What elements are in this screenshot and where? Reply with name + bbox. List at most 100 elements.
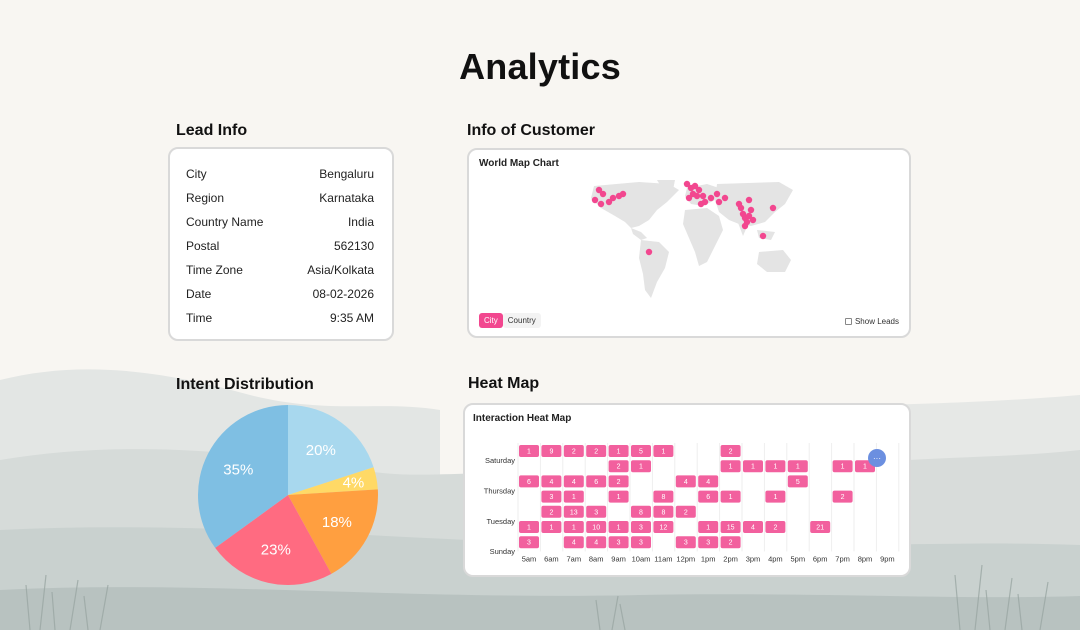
heat-cell[interactable] [720,445,741,457]
heat-cell[interactable] [743,460,763,473]
map-marker[interactable] [721,194,729,202]
heat-cell[interactable] [720,536,741,549]
heat-cell[interactable] [765,490,786,503]
heat-cell[interactable] [675,536,696,549]
heat-cell[interactable] [675,505,696,518]
pie-slice[interactable] [288,405,374,495]
heat-cell[interactable] [608,475,629,488]
heat-cell[interactable] [608,521,629,533]
map-marker[interactable] [749,216,757,224]
heat-cell[interactable] [653,445,674,457]
map-marker[interactable] [715,198,723,206]
map-marker[interactable] [689,190,697,198]
map-marker[interactable] [737,204,745,212]
map-marker[interactable] [597,200,605,208]
show-leads-option[interactable]: Show Leads [844,317,899,326]
heat-cell[interactable] [832,490,853,503]
heat-cell[interactable] [653,490,674,503]
map-marker[interactable] [685,194,693,202]
heat-cell[interactable] [743,521,763,533]
toggle-city[interactable]: City [479,313,503,328]
heat-cell[interactable] [720,521,741,533]
heat-cell[interactable] [653,505,674,518]
heat-cell[interactable] [519,521,539,533]
map-marker[interactable] [605,198,613,206]
heat-cell[interactable] [586,445,607,457]
heat-cell[interactable] [608,536,629,549]
heat-cell[interactable] [631,445,651,457]
heat-cell[interactable] [698,536,719,549]
heat-cell[interactable] [519,536,539,549]
map-marker[interactable] [745,196,753,204]
map-marker[interactable] [591,196,599,204]
heat-cell[interactable] [698,490,719,503]
heat-cell[interactable] [563,505,584,518]
heat-map-more-button[interactable]: ··· [868,449,886,467]
customer-info-title: Info of Customer [467,122,595,139]
heat-cell[interactable] [653,521,674,533]
heat-cell[interactable] [541,445,562,457]
show-leads-checkbox[interactable] [844,318,852,325]
heat-x-label: 10am [632,554,651,563]
heat-cell[interactable] [608,460,629,473]
heat-cell[interactable] [631,505,651,518]
heat-cell[interactable] [787,475,808,488]
heat-cell[interactable] [541,490,562,503]
map-marker[interactable] [683,180,691,188]
heat-cell[interactable] [586,536,607,549]
heat-cell[interactable] [563,536,584,549]
pie-slice[interactable] [288,467,378,495]
heat-cell[interactable] [720,460,741,473]
map-marker[interactable] [745,212,753,220]
heat-cell[interactable] [765,521,786,533]
map-marker[interactable] [769,204,777,212]
heat-cell[interactable] [787,460,808,473]
map-marker[interactable] [741,222,749,230]
heat-cell[interactable] [519,445,539,457]
heat-cell[interactable] [541,521,562,533]
customer-info-card: World Map Chart [467,148,911,338]
map-marker[interactable] [695,186,703,194]
heat-cell[interactable] [631,460,651,473]
heat-cell[interactable] [832,460,853,473]
heat-cell-label: 8 [661,494,665,501]
pie-slice[interactable] [198,405,288,548]
heat-cell[interactable] [698,475,719,488]
map-marker[interactable] [697,200,705,208]
heat-cell[interactable] [586,505,607,518]
heat-cell[interactable] [563,475,584,488]
heat-cell[interactable] [519,475,539,488]
heat-cell[interactable] [608,445,629,457]
heat-cell[interactable] [563,445,584,457]
world-map-svg [591,180,793,298]
heat-cell[interactable] [563,521,584,533]
map-marker[interactable] [619,190,627,198]
heat-cell[interactable] [765,460,786,473]
heat-cell[interactable] [586,475,607,488]
heat-cell[interactable] [720,490,741,503]
heat-cell[interactable] [698,521,719,533]
heat-cell[interactable] [541,505,562,518]
heat-cell[interactable] [675,475,696,488]
heat-cell[interactable] [810,521,831,533]
map-marker[interactable] [713,190,721,198]
pie-slice[interactable] [215,495,332,585]
heat-cell[interactable] [586,521,607,533]
map-marker[interactable] [599,190,607,198]
heat-cell[interactable] [631,536,651,549]
map-marker[interactable] [691,182,699,190]
map-marker[interactable] [609,194,617,202]
toggle-country[interactable]: Country [502,313,541,328]
heat-cell[interactable] [541,475,562,488]
map-marker[interactable] [747,206,755,214]
world-map[interactable] [579,180,799,316]
pie-slice[interactable] [288,489,378,574]
heat-cell[interactable] [563,490,584,503]
map-marker[interactable] [699,192,707,200]
map-marker[interactable] [759,232,767,240]
heat-cell[interactable] [631,521,651,533]
map-marker[interactable] [645,248,653,256]
map-marker[interactable] [707,194,715,202]
heat-cell[interactable] [608,490,629,503]
map-marker[interactable] [595,186,603,194]
